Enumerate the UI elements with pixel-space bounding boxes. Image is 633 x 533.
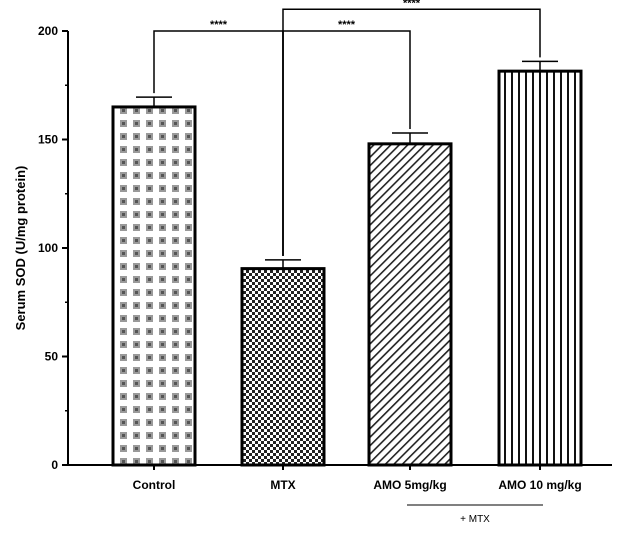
- y-tick-label: 50: [45, 350, 59, 364]
- y-tick-label: 150: [38, 133, 58, 147]
- bars: [111, 60, 583, 467]
- bar: [111, 105, 197, 467]
- significance-label: ****: [338, 19, 356, 31]
- y-tick-label: 0: [51, 458, 58, 472]
- significance-label: ****: [210, 19, 228, 31]
- group-bracket-label: + MTX: [460, 514, 490, 525]
- y-tick-label: 100: [38, 241, 58, 255]
- bar: [367, 142, 453, 467]
- y-tick-label: 200: [38, 24, 58, 38]
- x-tick-label: Control: [133, 478, 176, 492]
- x-tick-label: AMO 5mg/kg: [373, 478, 446, 492]
- significance-brackets: **** **** ****: [153, 0, 541, 256]
- significance-label: ****: [403, 0, 421, 9]
- y-axis-title: Serum SOD (U/mg protein): [13, 166, 28, 331]
- significance-bracket: [282, 8, 541, 256]
- x-tick-label: MTX: [270, 478, 295, 492]
- bar: [240, 267, 326, 467]
- x-tick-label: AMO 10 mg/kg: [498, 478, 581, 492]
- bar: [497, 69, 583, 467]
